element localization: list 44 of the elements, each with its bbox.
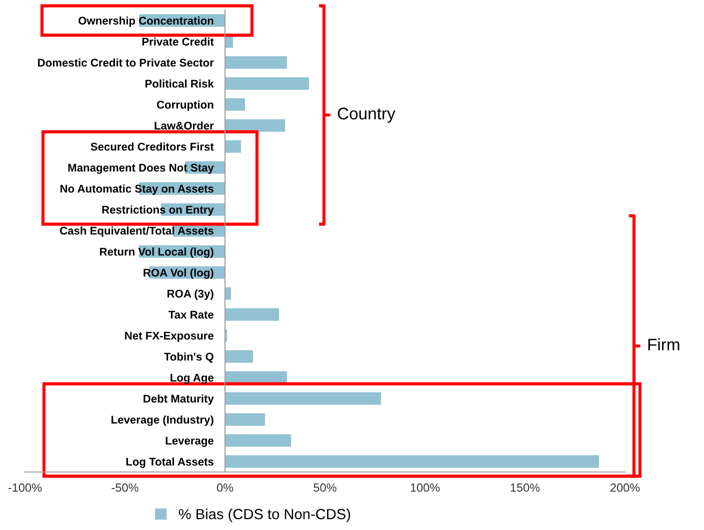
y-tick-label: Restrictions on Entry: [102, 205, 214, 216]
x-tick-label: 200%: [610, 483, 640, 492]
y-tick-label: Corruption: [156, 100, 214, 111]
x-tick-label: 0%: [216, 483, 234, 492]
bar: [225, 98, 245, 111]
y-tick-label: Tax Rate: [168, 310, 214, 319]
y-tick-label: Log Total Assets: [126, 457, 214, 468]
x-tick-label: 150%: [510, 483, 540, 492]
x-tick-label: 100%: [410, 483, 440, 492]
bar: [225, 392, 381, 405]
y-tick-label: Leverage: [166, 436, 214, 447]
bar: [225, 287, 231, 300]
bar: [225, 77, 309, 90]
bar: [225, 434, 291, 447]
x-tick-label: -100%: [8, 483, 42, 492]
y-tick-label: Private Credit: [142, 37, 214, 46]
x-tick-label: -50%: [112, 483, 138, 492]
y-tick-label: Law&Order: [154, 121, 214, 130]
y-tick-label: Net FX-Exposure: [125, 332, 214, 342]
x-tick-label: 50%: [314, 483, 336, 492]
y-tick-label: ROA (3y): [168, 289, 214, 300]
y-tick-label: Debt Maturity: [144, 394, 214, 405]
bar: [225, 413, 265, 426]
bar: [225, 350, 253, 363]
bar: [225, 140, 241, 153]
text: Firm: [648, 338, 680, 350]
legend-label: % Bias (CDS to Non-CDS): [178, 508, 350, 522]
y-tick-label: Leverage (Industry): [112, 415, 214, 426]
y-tick-label: Domestic Credit to Private Sector: [38, 58, 214, 67]
bar: [225, 119, 285, 132]
y-tick-label: Tobin's Q: [164, 352, 214, 363]
y-tick-label: Ownership Concentration: [78, 16, 214, 27]
y-tick-label: Cash Equivalent/Total Assets: [60, 226, 214, 237]
annotation: Country: [338, 108, 396, 123]
bar: [225, 56, 287, 69]
bar: [225, 308, 279, 321]
y-tick-label: Political Risk: [145, 79, 214, 88]
y-tick-label: Management Does Not Stay: [68, 164, 214, 174]
y-tick-label: ROA Vol (log): [144, 268, 214, 279]
bar: [225, 455, 599, 468]
y-tick-label: Secured Creditors First: [90, 142, 214, 151]
y-tick-label: Log Age: [170, 374, 214, 384]
y-tick-label: No Automatic Stay on Assets: [60, 184, 214, 195]
y-tick-label: Return Vol Local (log): [100, 247, 214, 258]
